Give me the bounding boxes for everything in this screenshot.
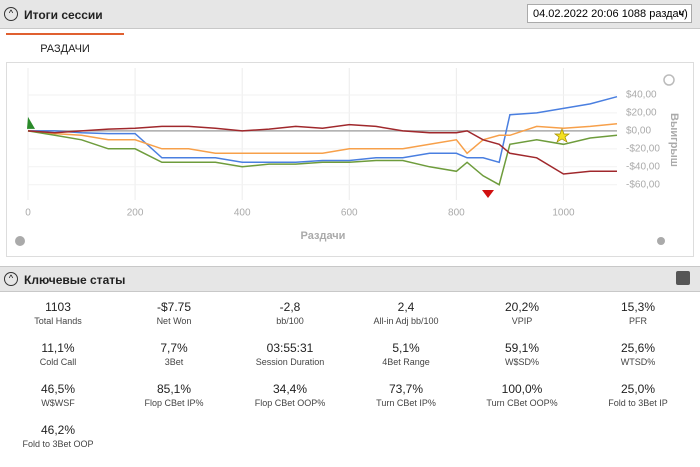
stat-label: WTSD% <box>620 357 656 367</box>
series-line <box>27 123 617 175</box>
collapse-button[interactable]: ^ <box>4 272 18 286</box>
stat-label: Session Duration <box>255 357 325 367</box>
header-title: Итоги сессии <box>24 8 103 22</box>
series-line <box>28 95 618 164</box>
collapse-button[interactable]: ^ <box>4 7 18 21</box>
plot <box>27 68 617 200</box>
stat-label: W$WSF <box>41 398 75 408</box>
y-tick-label: -$60,00 <box>626 179 660 190</box>
stat-value: 25,0% <box>620 382 656 396</box>
stat-value: 20,2% <box>504 300 540 314</box>
stat: 15,3% PFR <box>580 300 696 326</box>
stat: 46,5% W$WSF <box>0 382 116 408</box>
header-bar: ^ Итоги сессии 04.02.2022 20:06 1088 раз… <box>0 0 700 29</box>
stat: 1103 Total Hands <box>0 300 116 326</box>
stat-value: 2,4 <box>397 300 415 314</box>
y-tick-label: -$40,00 <box>626 161 660 172</box>
dropdown-arrow: ˅ <box>678 8 685 20</box>
stat-value: 15,3% <box>620 300 656 314</box>
stat: 03:55:31 Session Duration <box>232 341 348 367</box>
stat: 34,4% Flop CBet OOP% <box>232 382 348 408</box>
stat: 25,0% Fold to 3Bet IP <box>580 382 696 408</box>
settings-icon[interactable] <box>15 236 25 246</box>
x-tick-label: 800 <box>448 208 465 219</box>
stat: 5,1% 4Bet Range <box>348 341 464 367</box>
stat-value: -$7.75 <box>156 300 192 314</box>
x-tick-label: 1000 <box>552 208 575 219</box>
chart: Раздачи Выигрыш 0 200 400 600 800 1000 $40,00 $… <box>15 68 680 246</box>
stat-label: PFR <box>629 316 647 326</box>
stat: 73,7% Turn CBet IP% <box>348 382 464 408</box>
stat-label: W$SD% <box>504 357 539 367</box>
stat-label: 4Bet Range <box>382 357 430 367</box>
stat-label: Net Won <box>156 316 192 326</box>
start-marker <box>27 116 35 129</box>
stat-value: 85,1% <box>156 382 192 396</box>
stat: 11,1% Cold Call <box>0 341 116 367</box>
x-tick-label: 600 <box>341 208 358 219</box>
stat-label: Flop CBet OOP% <box>254 398 326 408</box>
stat-value: 5,1% <box>392 341 420 355</box>
series-line <box>27 122 618 155</box>
stat: 59,1% W$SD% <box>464 341 580 367</box>
x-tick-label: 400 <box>234 208 251 219</box>
stat-label: Fold to 3Bet OOP <box>22 439 94 449</box>
stat-label: All-in Adj bb/100 <box>373 316 439 326</box>
stat-label: bb/100 <box>276 316 304 326</box>
stat-value: 59,1% <box>504 341 540 355</box>
y-tick-label: -$20,00 <box>626 143 660 154</box>
stat: -2,8 bb/100 <box>232 300 348 326</box>
stat: 20,2% VPIP <box>464 300 580 326</box>
zoom-icon[interactable] <box>663 74 675 86</box>
x-tick-label: 0 <box>25 208 31 219</box>
series-line <box>27 130 618 186</box>
y-tick-label: $0,00 <box>626 125 651 136</box>
stat-label: Turn CBet OOP% <box>486 398 558 408</box>
stats-title: Ключевые статы <box>24 273 126 287</box>
stat-value: 34,4% <box>272 382 308 396</box>
stat-label: VPIP <box>511 316 533 326</box>
session-label: 04.02.2022 20:06 1088 раздач) <box>533 8 688 20</box>
chart-panel <box>6 62 694 257</box>
stat: 46,2% Fold to 3Bet OOP <box>0 423 116 449</box>
stat: 100,0% Turn CBet OOP% <box>464 382 580 408</box>
x-axis-label: Раздачи <box>301 230 346 242</box>
stat-value: 73,7% <box>388 382 424 396</box>
layout-button[interactable] <box>676 271 690 285</box>
stat-value: 7,7% <box>160 341 188 355</box>
stat: 25,6% WTSD% <box>580 341 696 367</box>
stat-label: Total Hands <box>34 316 82 326</box>
stat-value: 03:55:31 <box>266 341 314 355</box>
y-tick-label: $40,00 <box>626 90 657 101</box>
stat: -$7.75 Net Won <box>116 300 232 326</box>
stat-value: 1103 <box>45 300 71 314</box>
stat-value: 46,5% <box>40 382 76 396</box>
low-marker <box>482 190 494 198</box>
stat-label: Turn CBet IP% <box>376 398 436 408</box>
high-marker <box>553 128 571 143</box>
stat-value: 100,0% <box>501 382 543 396</box>
stat-value: 11,1% <box>41 341 75 355</box>
stat: 85,1% Flop CBet IP% <box>116 382 232 408</box>
stat-label: 3Bet <box>164 357 184 367</box>
x-tick-label: 200 <box>127 208 144 219</box>
stat-value: 25,6% <box>620 341 656 355</box>
stat-label: Cold Call <box>39 357 77 367</box>
stat-label: Fold to 3Bet IP <box>608 398 668 408</box>
stats-bar: ^ Ключевые статы <box>0 266 700 292</box>
stat: 2,4 All-in Adj bb/100 <box>348 300 464 326</box>
stat-label: Flop CBet IP% <box>144 398 204 408</box>
stat-value: -2,8 <box>279 300 301 314</box>
info-icon[interactable] <box>657 237 665 245</box>
y-tick-label: $20,00 <box>626 108 657 119</box>
stat: 7,7% 3Bet <box>116 341 232 367</box>
y-axis-label: Выигрыш <box>668 113 680 167</box>
stat-value: 46,2% <box>40 423 76 437</box>
tab[interactable]: РАЗДАЧИ <box>6 33 124 64</box>
session-dropdown[interactable]: 04.02.2022 20:06 1088 раздач) ˅ <box>527 4 692 23</box>
